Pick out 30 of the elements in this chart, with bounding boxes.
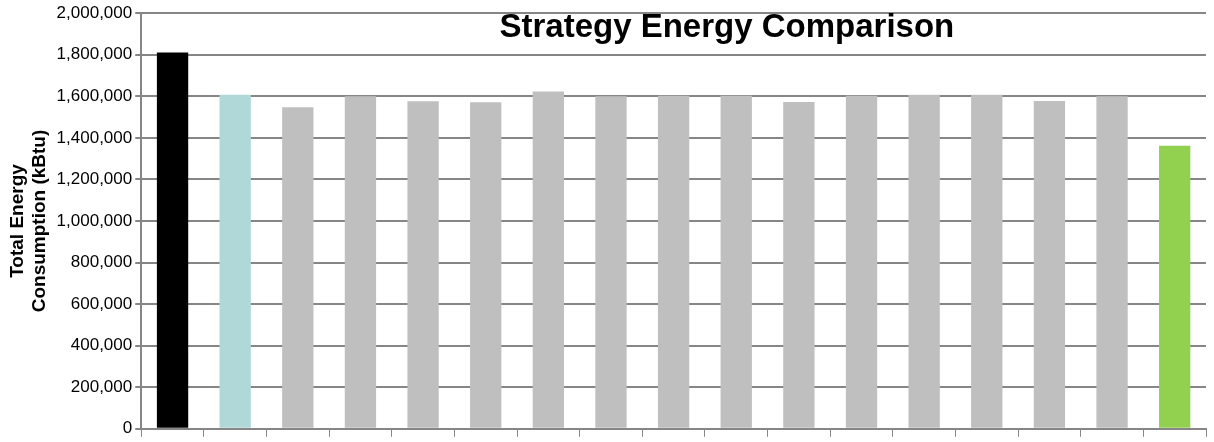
bar [1096, 96, 1128, 428]
y-tick-label: 200,000 [70, 376, 133, 396]
y-tick-label: 400,000 [70, 335, 133, 355]
bar [1159, 145, 1191, 428]
bar [657, 95, 690, 428]
bar [470, 102, 502, 428]
bar [595, 96, 627, 428]
bar [845, 95, 878, 428]
y-tick-label: 600,000 [70, 293, 133, 313]
bar [282, 107, 314, 428]
bar [156, 52, 189, 428]
bar [908, 94, 940, 428]
y-tick-label: 1,200,000 [56, 169, 133, 189]
chart-title: Strategy Energy Comparison [499, 6, 955, 44]
y-tick-label: 1,000,000 [56, 210, 133, 230]
bar [219, 94, 251, 428]
bar [344, 96, 377, 428]
y-tick-label: 0 [122, 418, 133, 438]
bar [532, 91, 565, 428]
y-tick-label: 1,600,000 [56, 86, 133, 106]
y-tick-label: 1,800,000 [56, 44, 133, 64]
bar [971, 94, 1003, 428]
bar [720, 95, 752, 428]
y-tick-label: 800,000 [70, 252, 133, 272]
y-tick-label: 2,000,000 [56, 2, 133, 22]
bar [407, 101, 439, 428]
y-axis-title: Total Energy Consumption (kBtu) [5, 129, 50, 313]
bar [1033, 100, 1066, 428]
y-tick-label: 1,400,000 [56, 127, 133, 147]
bar [783, 101, 815, 428]
